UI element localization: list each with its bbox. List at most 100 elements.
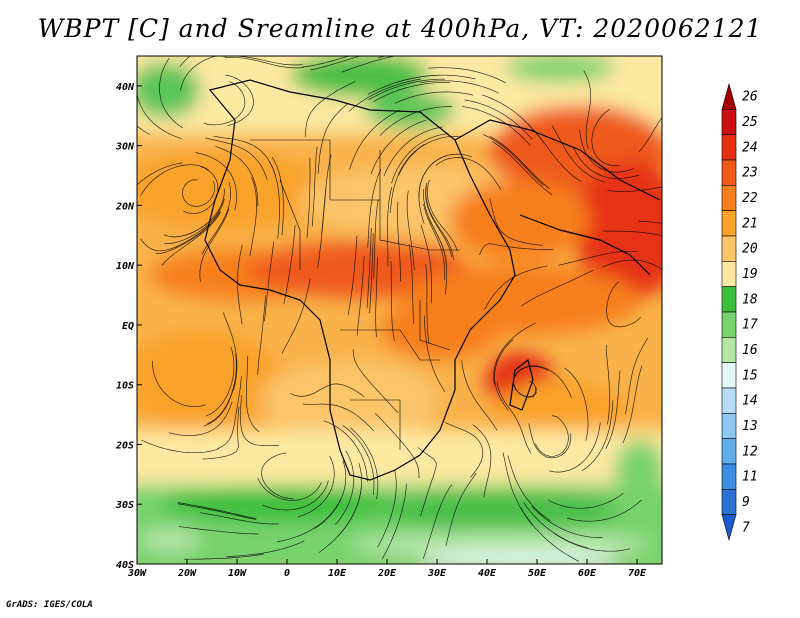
streamline [177, 503, 256, 520]
streamline [425, 186, 454, 261]
streamline [302, 56, 351, 68]
streamline [306, 157, 311, 238]
streamline [423, 315, 446, 392]
streamline [140, 225, 210, 252]
colorbar-label: 16 [742, 343, 758, 358]
streamline [397, 201, 402, 282]
streamline [408, 243, 415, 324]
streamline [375, 257, 378, 338]
streamline [398, 135, 463, 176]
streamline [311, 146, 318, 227]
streamline [206, 346, 235, 417]
streamline [394, 91, 474, 104]
streamline [379, 106, 453, 136]
streamline [178, 526, 259, 535]
y-tick-label: 40N [116, 82, 135, 93]
streamline [492, 141, 553, 195]
streamline [445, 472, 477, 547]
streamline [226, 540, 305, 558]
streamline [531, 505, 603, 538]
streamline [489, 198, 543, 246]
streamline [310, 56, 362, 71]
streamline [591, 109, 620, 167]
streamline [605, 344, 610, 425]
colorbar-label: 11 [742, 470, 758, 485]
credit-text: GrADS: IGES/COLA [6, 600, 93, 610]
streamline [302, 403, 375, 432]
streamline [352, 349, 399, 414]
streamline [224, 56, 304, 69]
streamline [418, 153, 472, 198]
streamline [425, 182, 452, 257]
streamline [572, 146, 639, 179]
streamline [489, 135, 550, 190]
colorbar-label: 14 [742, 394, 758, 409]
colorbar-swatch [721, 82, 737, 110]
streamline [262, 480, 329, 511]
x-tick-label: 70E [628, 568, 647, 579]
colorbar-swatch [721, 185, 737, 211]
streamline [205, 137, 268, 180]
y-axis: 40N 30N 20N 10N EQ 10S 20S 30S 40S [115, 82, 142, 571]
plot-frame [136, 55, 663, 565]
streamline [638, 117, 662, 153]
streamline [159, 58, 183, 129]
streamline [367, 74, 445, 95]
streamline [137, 125, 150, 135]
x-tick-label: 30E [427, 568, 447, 579]
streamline [199, 208, 230, 282]
y-tick-label: 10N [116, 261, 135, 272]
streamline [496, 381, 532, 454]
y-tick-label: 20S [115, 440, 134, 451]
streamline [222, 312, 238, 391]
streamline [184, 553, 264, 560]
streamline [482, 133, 544, 186]
streamline [377, 470, 397, 548]
streamline [484, 265, 548, 310]
colorbar-label: 25 [742, 115, 758, 130]
colorbar-swatch [721, 413, 737, 439]
streamline [583, 70, 592, 149]
colorbar-label: 19 [742, 267, 758, 282]
colorbar-label: 9 [742, 495, 750, 510]
colorbar-label: 15 [742, 368, 758, 383]
streamline [494, 339, 514, 411]
colorbar-swatch [721, 210, 737, 237]
streamline [201, 181, 231, 255]
streamline [564, 367, 589, 441]
streamline [179, 56, 191, 67]
streamline [601, 259, 662, 270]
x-tick-label: 0 [284, 568, 290, 579]
streamline [472, 424, 492, 498]
streamline [428, 217, 447, 295]
colorbar-label: 20 [742, 242, 758, 257]
y-tick-label: 30S [115, 500, 134, 511]
colorbar-swatch [721, 159, 737, 186]
colorbar-label: 7 [742, 520, 750, 535]
streamline [625, 337, 649, 415]
colorbar-swatch [721, 489, 737, 515]
streamline [638, 220, 662, 224]
streamline [290, 383, 365, 397]
streamline [161, 211, 221, 266]
streamline [520, 507, 579, 562]
streamline [423, 203, 445, 281]
colorbar-swatch [721, 438, 737, 465]
streamline [217, 376, 242, 449]
streamline [521, 269, 594, 307]
streamline [200, 512, 280, 525]
colorbar: 26 25 24 23 22 21 20 19 18 17 16 15 14 13 12 11 9 7 [721, 82, 758, 542]
colorbar-label: 12 [742, 444, 758, 459]
streamline [182, 179, 215, 207]
streamline [368, 78, 445, 101]
streamline [168, 401, 233, 437]
streamline [461, 360, 498, 431]
streamline [428, 67, 506, 84]
streamline [178, 502, 257, 520]
streamline [605, 370, 621, 449]
streamline [606, 281, 641, 328]
streamline [347, 235, 358, 316]
streamline [271, 156, 284, 236]
streamline [195, 152, 237, 211]
streamline [548, 492, 624, 509]
